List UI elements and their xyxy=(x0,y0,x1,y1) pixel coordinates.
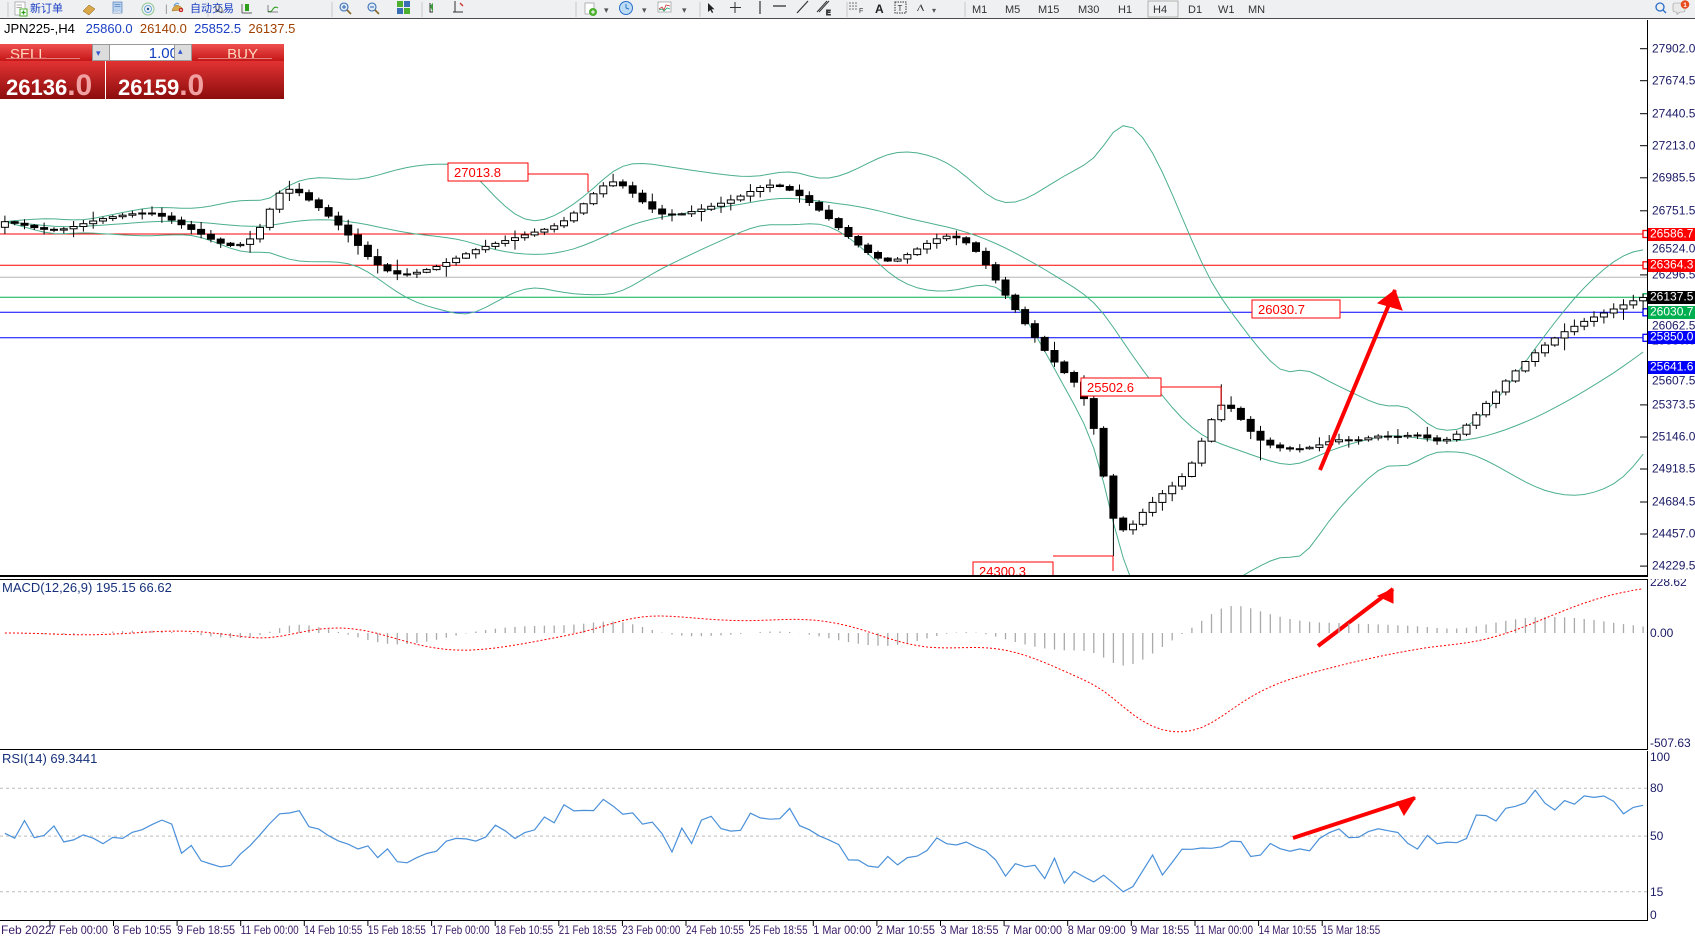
svg-text:9 Mar 18:55: 9 Mar 18:55 xyxy=(1131,923,1189,937)
svg-text:2 Mar 10:55: 2 Mar 10:55 xyxy=(877,923,935,937)
svg-text:|: | xyxy=(165,4,168,15)
svg-text:1 Mar 00:00: 1 Mar 00:00 xyxy=(813,923,871,937)
svg-text:M5: M5 xyxy=(1005,4,1020,16)
svg-text:80: 80 xyxy=(1650,781,1664,795)
svg-text:▾: ▾ xyxy=(932,6,936,15)
svg-text:8 Feb 10:55: 8 Feb 10:55 xyxy=(114,923,172,937)
svg-text:24457.0: 24457.0 xyxy=(1652,527,1695,541)
svg-text:14 Feb 10:55: 14 Feb 10:55 xyxy=(304,923,362,937)
svg-text:15 Mar 18:55: 15 Mar 18:55 xyxy=(1322,923,1380,937)
svg-text:H1: H1 xyxy=(1118,4,1132,16)
svg-text:17 Feb 00:00: 17 Feb 00:00 xyxy=(432,923,490,937)
svg-text:23 Feb 00:00: 23 Feb 00:00 xyxy=(622,923,680,937)
svg-text:RSI(14) 69.3441: RSI(14) 69.3441 xyxy=(2,751,97,766)
svg-text:新订单: 新订单 xyxy=(30,1,63,15)
svg-text:26751.5: 26751.5 xyxy=(1652,204,1695,218)
svg-text:25373.5: 25373.5 xyxy=(1652,398,1695,412)
svg-text:25641.6: 25641.6 xyxy=(1650,360,1694,374)
svg-text:100: 100 xyxy=(1650,751,1670,764)
svg-text:M15: M15 xyxy=(1038,4,1059,16)
svg-text:14 Mar 10:55: 14 Mar 10:55 xyxy=(1259,923,1317,937)
svg-text:W1: W1 xyxy=(1218,4,1235,16)
svg-text:7 Mar 00:00: 7 Mar 00:00 xyxy=(1004,923,1062,937)
svg-text:▾: ▾ xyxy=(604,5,609,15)
svg-text:26030.7: 26030.7 xyxy=(1650,305,1694,319)
svg-text:228.62: 228.62 xyxy=(1650,579,1687,589)
svg-text:0: 0 xyxy=(1650,908,1657,921)
svg-text:26137.5: 26137.5 xyxy=(1650,290,1694,304)
svg-text:H4: H4 xyxy=(1153,4,1167,16)
svg-text:50: 50 xyxy=(1650,829,1664,843)
svg-text:24684.5: 24684.5 xyxy=(1652,495,1695,509)
svg-text:27013.8: 27013.8 xyxy=(454,165,501,180)
svg-text:24300.3: 24300.3 xyxy=(979,564,1026,577)
svg-text:-507.63: -507.63 xyxy=(1650,736,1691,750)
svg-text:24 Feb 10:55: 24 Feb 10:55 xyxy=(686,923,744,937)
svg-text:24918.5: 24918.5 xyxy=(1652,462,1695,476)
svg-text:26364.3: 26364.3 xyxy=(1650,258,1694,272)
svg-text:25502.6: 25502.6 xyxy=(1087,380,1134,395)
svg-text:7 Feb 00:00: 7 Feb 00:00 xyxy=(50,923,108,937)
svg-text:25 Feb 18:55: 25 Feb 18:55 xyxy=(750,923,808,937)
svg-text:T: T xyxy=(898,4,903,13)
svg-text:▾: ▾ xyxy=(682,5,687,15)
svg-text:21 Feb 18:55: 21 Feb 18:55 xyxy=(559,923,617,937)
svg-text:3 Mar 18:55: 3 Mar 18:55 xyxy=(941,923,999,937)
svg-text:15: 15 xyxy=(1650,885,1664,899)
svg-text:26586.7: 26586.7 xyxy=(1650,227,1694,241)
svg-text:1: 1 xyxy=(1683,2,1687,9)
svg-text:26524.0: 26524.0 xyxy=(1652,242,1695,256)
svg-text:27440.5: 27440.5 xyxy=(1652,107,1695,121)
svg-text:27902.0: 27902.0 xyxy=(1652,42,1695,56)
svg-text:MN: MN xyxy=(1248,4,1265,16)
svg-text:25850.0: 25850.0 xyxy=(1650,330,1694,344)
svg-text:27213.0: 27213.0 xyxy=(1652,139,1695,153)
svg-text:26985.5: 26985.5 xyxy=(1652,171,1695,185)
svg-text:E: E xyxy=(826,10,831,17)
svg-text:25146.0: 25146.0 xyxy=(1652,430,1695,444)
svg-text:15 Feb 18:55: 15 Feb 18:55 xyxy=(368,923,426,937)
svg-text:F: F xyxy=(859,8,863,15)
svg-text:Feb 2022: Feb 2022 xyxy=(1,923,52,937)
svg-text:8 Mar 09:00: 8 Mar 09:00 xyxy=(1068,923,1126,937)
svg-text:18 Feb 10:55: 18 Feb 10:55 xyxy=(495,923,553,937)
svg-text:0.00: 0.00 xyxy=(1650,626,1674,640)
svg-text:9 Feb 18:55: 9 Feb 18:55 xyxy=(177,923,235,937)
svg-text:M1: M1 xyxy=(972,4,987,16)
svg-text:25607.5: 25607.5 xyxy=(1652,374,1695,388)
svg-text:M30: M30 xyxy=(1078,4,1099,16)
svg-text:D1: D1 xyxy=(1188,4,1202,16)
svg-text:27674.5: 27674.5 xyxy=(1652,74,1695,88)
svg-text:11 Mar 00:00: 11 Mar 00:00 xyxy=(1195,923,1253,937)
svg-text:11 Feb 00:00: 11 Feb 00:00 xyxy=(241,923,299,937)
svg-text:24229.5: 24229.5 xyxy=(1652,559,1695,573)
svg-text:▾: ▾ xyxy=(642,5,647,15)
svg-text:MACD(12,26,9) 195.15 66.62: MACD(12,26,9) 195.15 66.62 xyxy=(2,580,172,595)
svg-text:A: A xyxy=(875,2,884,16)
svg-text:26030.7: 26030.7 xyxy=(1258,302,1305,317)
svg-text:自动交易: 自动交易 xyxy=(190,1,234,15)
